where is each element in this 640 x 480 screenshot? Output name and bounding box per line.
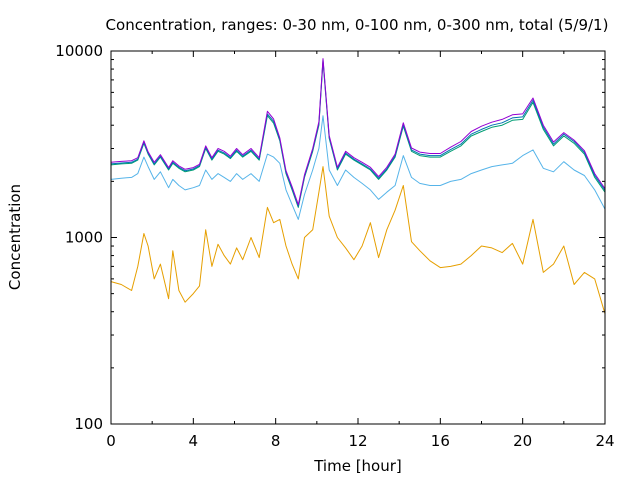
series-line-4 (110, 59, 606, 207)
y-tick-label: 100 (74, 415, 103, 433)
plot-frame (110, 50, 606, 425)
series-line-5 (110, 58, 606, 206)
series-layer (110, 58, 606, 314)
chart-title: Concentration, ranges: 0-30 nm, 0-100 nm… (106, 16, 609, 34)
y-tick-label: 10000 (55, 42, 103, 60)
x-tick-label: 4 (189, 432, 199, 450)
x-tick-label: 24 (595, 432, 614, 450)
x-tick-label: 16 (431, 432, 450, 450)
series-line-3 (110, 60, 606, 208)
x-tick-label: 12 (348, 432, 367, 450)
x-tick-label: 8 (271, 432, 281, 450)
x-tick-label: 0 (106, 432, 116, 450)
x-tick-label: 20 (513, 432, 532, 450)
y-tick-label: 1000 (65, 229, 103, 247)
x-axis-label: Time [hour] (313, 457, 402, 475)
y-axis-label: Concentration (6, 184, 24, 290)
series-line-2 (110, 115, 606, 220)
series-line-1 (110, 166, 606, 314)
